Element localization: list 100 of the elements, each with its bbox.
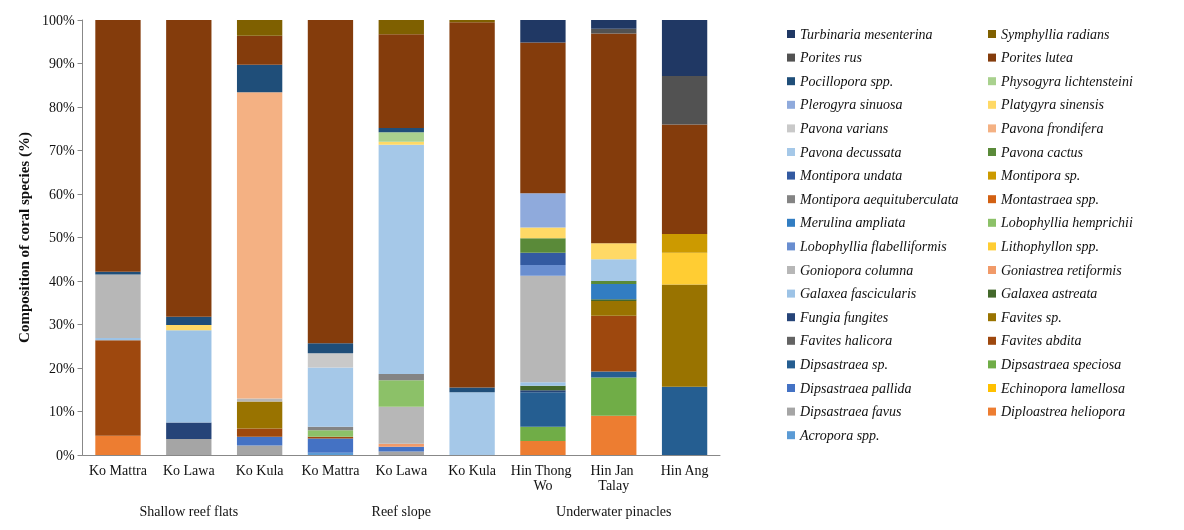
y-tick-label: 90%	[48, 56, 75, 71]
legend-label: Montipora undata	[799, 168, 903, 184]
legend-label: Pavona cactus	[1000, 144, 1084, 160]
bar	[166, 438, 212, 455]
bar	[591, 377, 637, 416]
bar	[236, 398, 283, 402]
legend-label: Plerogyra sinuosa	[799, 97, 903, 113]
bar	[520, 441, 566, 455]
bar	[236, 436, 283, 446]
bar	[378, 20, 424, 35]
x-tick-label: Hin Thong Wo	[510, 463, 576, 493]
bar	[166, 330, 212, 423]
bar	[661, 76, 708, 125]
bar	[591, 243, 637, 260]
bar	[520, 238, 566, 253]
bar	[449, 20, 495, 23]
bar	[378, 132, 424, 142]
bar	[378, 141, 424, 145]
x-tick-label: Ko Kula	[235, 463, 285, 478]
legend-label: Favites halicora	[799, 333, 893, 349]
bar	[520, 42, 566, 194]
bar	[591, 315, 637, 372]
bar	[307, 367, 354, 427]
bar	[236, 428, 283, 437]
bar	[236, 401, 283, 429]
bar	[520, 385, 566, 391]
bar	[95, 340, 141, 436]
bar	[520, 390, 566, 393]
y-tick-label: 30%	[48, 317, 75, 332]
legend-label: Montastraea spp.	[1000, 191, 1099, 207]
y-tick-label: 100%	[41, 12, 75, 28]
bar	[166, 316, 212, 325]
bar	[520, 426, 566, 442]
bar	[661, 20, 708, 77]
bar	[95, 337, 141, 341]
legend-label: Diploastrea heliopora	[1000, 404, 1126, 420]
x-tick-label: Ko Mattra	[301, 463, 361, 478]
bar	[307, 452, 354, 455]
y-tick-label: 40%	[48, 273, 75, 289]
bar	[661, 386, 708, 455]
bar	[449, 392, 495, 455]
bar	[591, 33, 637, 244]
legend-label: Echinopora lamellosa	[1000, 380, 1126, 396]
bar	[95, 435, 141, 455]
bar	[95, 274, 141, 338]
legend-label: Pavona decussata	[799, 144, 902, 160]
legend-label: Montipora sp.	[1000, 168, 1081, 184]
x-tick-label: Ko Lawa	[162, 463, 216, 478]
x-tick-label: Hin Jan Talay	[590, 463, 638, 493]
bar	[520, 275, 566, 383]
bar	[95, 20, 141, 272]
bar	[661, 284, 708, 387]
bar	[166, 422, 212, 439]
bar	[236, 20, 283, 36]
legend-label: Acropora spp.	[799, 427, 880, 443]
y-tick-label: 80%	[48, 99, 75, 115]
legend-label: Dipsastraea sp.	[799, 356, 888, 372]
bar	[591, 371, 637, 378]
x-tick-label: Ko Kula	[448, 463, 497, 478]
bar	[520, 20, 566, 43]
bar	[307, 430, 354, 437]
bar	[236, 64, 283, 93]
bar	[520, 227, 566, 239]
bar	[166, 20, 212, 317]
legend-label: Symphyllia radians	[1001, 26, 1111, 42]
x-tick-label: Ko Lawa	[375, 463, 428, 478]
bar	[307, 343, 354, 354]
y-tick-label: 60%	[48, 186, 75, 202]
bar	[378, 380, 424, 407]
y-tick-label: 20%	[48, 360, 75, 376]
bar	[591, 301, 637, 316]
legend-label: Galaxea astreata	[1001, 286, 1098, 302]
bar	[378, 34, 424, 128]
legend-label: Dipsastraea pallida	[799, 380, 912, 396]
legend-label: Lithophyllon spp.	[1000, 238, 1100, 254]
bar	[591, 415, 637, 455]
legend-label: Platygyra sinensis	[1000, 97, 1105, 113]
legend-label: Merulina ampliata	[799, 215, 906, 231]
legend-label: Dipsastraea speciosa	[1000, 356, 1122, 372]
bar	[591, 281, 637, 285]
legend-label: Montipora aequituberculata	[799, 191, 959, 207]
bar	[661, 234, 708, 253]
bar	[520, 382, 566, 386]
text: Reef slope	[371, 503, 432, 519]
legend-label: Turbinaria mesenterina	[800, 26, 933, 42]
legend-label: Goniastrea retiformis	[1001, 262, 1123, 278]
y-tick-label: 70%	[48, 143, 75, 158]
bar	[520, 264, 566, 276]
bar	[661, 252, 708, 285]
legend-label: Galaxea fascicularis	[800, 286, 917, 302]
bar	[307, 353, 354, 368]
bar	[307, 20, 354, 344]
legend-label: Pavona frondifera	[1000, 120, 1104, 136]
bar	[661, 124, 708, 235]
bar	[449, 22, 495, 388]
bar	[591, 20, 637, 29]
legend-label: Dipsastraea favus	[799, 404, 903, 420]
legend-label: Porites lutea	[1000, 50, 1073, 66]
legend-label: Pocillopora spp.	[799, 73, 894, 89]
bar	[236, 35, 283, 65]
